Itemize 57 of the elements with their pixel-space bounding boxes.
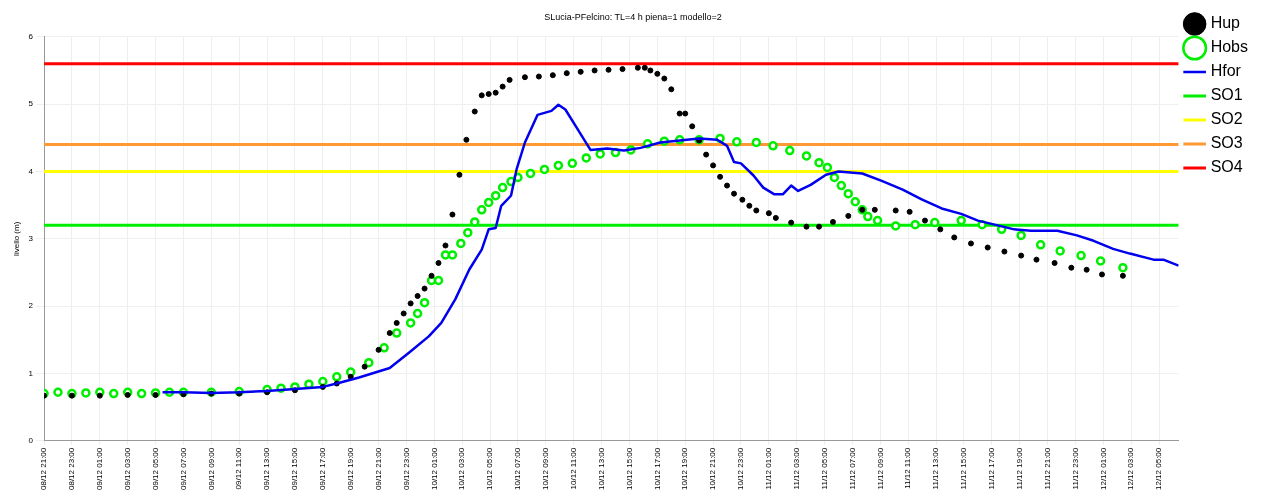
legend-label: Hfor bbox=[1210, 62, 1242, 80]
legend-label: SO1 bbox=[1210, 86, 1243, 104]
x-tick-label: 10/12 21:00 bbox=[708, 447, 718, 490]
x-tick-label: 09/12 03:00 bbox=[122, 447, 132, 490]
x-tick-label: 12/12 01:00 bbox=[1098, 447, 1108, 490]
x-tick-label: 10/12 15:00 bbox=[624, 447, 634, 490]
y-tick-label: 0 bbox=[28, 435, 34, 445]
y-axis-title: livello (m) bbox=[12, 221, 21, 256]
x-tick-label: 09/12 07:00 bbox=[178, 447, 188, 490]
x-tick-label: 11/12 11:00 bbox=[903, 447, 913, 489]
x-tick-label: 09/12 21:00 bbox=[373, 447, 383, 490]
y-tick-label: 6 bbox=[28, 32, 34, 41]
legend-label: SO4 bbox=[1210, 158, 1243, 176]
x-tick-label: 11/12 23:00 bbox=[1070, 447, 1080, 490]
y-tick-label: 3 bbox=[28, 233, 34, 243]
x-tick-label: 11/12 05:00 bbox=[819, 447, 829, 490]
x-tick-label: 09/12 01:00 bbox=[95, 447, 105, 490]
x-tick-label: 09/12 09:00 bbox=[206, 447, 216, 490]
x-tick-label: 11/12 19:00 bbox=[1014, 447, 1024, 490]
y-tick-label: 1 bbox=[28, 368, 34, 378]
x-tick-label: 11/12 07:00 bbox=[847, 447, 857, 490]
x-tick-label: 08/12 21:00 bbox=[39, 447, 49, 490]
x-tick-label: 10/12 17:00 bbox=[652, 447, 662, 490]
x-tick-label: 09/12 11:00 bbox=[234, 447, 244, 490]
x-tick-label: 11/12 03:00 bbox=[791, 447, 801, 490]
x-tick-label: 10/12 05:00 bbox=[485, 447, 495, 490]
x-tick-label: 10/12 19:00 bbox=[680, 447, 690, 490]
legend-label: Hup bbox=[1210, 14, 1241, 32]
x-tick-label: 09/12 17:00 bbox=[318, 447, 328, 490]
x-tick-label: 09/12 23:00 bbox=[401, 447, 411, 490]
x-tick-label: 12/12 05:00 bbox=[1154, 447, 1164, 490]
x-tick-label: 10/12 23:00 bbox=[736, 447, 746, 490]
x-tick-label: 11/12 21:00 bbox=[1042, 447, 1052, 490]
x-tick-label: 10/12 09:00 bbox=[541, 447, 551, 490]
x-tick-label: 11/12 09:00 bbox=[875, 447, 885, 490]
legend-label: Hobs bbox=[1210, 38, 1249, 56]
x-tick-label: 08/12 23:00 bbox=[67, 447, 77, 490]
y-tick-label: 4 bbox=[28, 166, 34, 176]
x-tick-label: 09/12 05:00 bbox=[150, 447, 160, 490]
x-tick-label: 11/12 13:00 bbox=[931, 447, 941, 490]
x-tick-label: 10/12 11:00 bbox=[568, 447, 578, 490]
ref-line-label: SO3 bbox=[1210, 134, 1243, 152]
y-tick-label: 5 bbox=[28, 99, 34, 109]
x-tick-label: 11/12 01:00 bbox=[764, 447, 774, 490]
y-tick-label: 2 bbox=[28, 301, 34, 311]
x-tick-label: 09/12 15:00 bbox=[290, 447, 300, 490]
x-tick-label: 09/12 19:00 bbox=[345, 447, 355, 490]
x-tick-label: 10/12 07:00 bbox=[513, 447, 523, 490]
x-tick-label: 11/12 17:00 bbox=[987, 447, 997, 490]
x-tick-label: 11/12 15:00 bbox=[959, 447, 969, 490]
chart-title: SLucia-PFelcino: TL=4 h piena=1 modello=2 bbox=[544, 11, 722, 22]
legend-label: SO2 bbox=[1210, 110, 1243, 128]
x-tick-label: 09/12 13:00 bbox=[262, 447, 272, 490]
x-tick-label: 12/12 03:00 bbox=[1126, 447, 1136, 490]
x-tick-label: 10/12 03:00 bbox=[457, 447, 467, 490]
x-tick-label: 10/12 13:00 bbox=[596, 447, 606, 490]
x-tick-label: 10/12 01:00 bbox=[429, 447, 439, 490]
